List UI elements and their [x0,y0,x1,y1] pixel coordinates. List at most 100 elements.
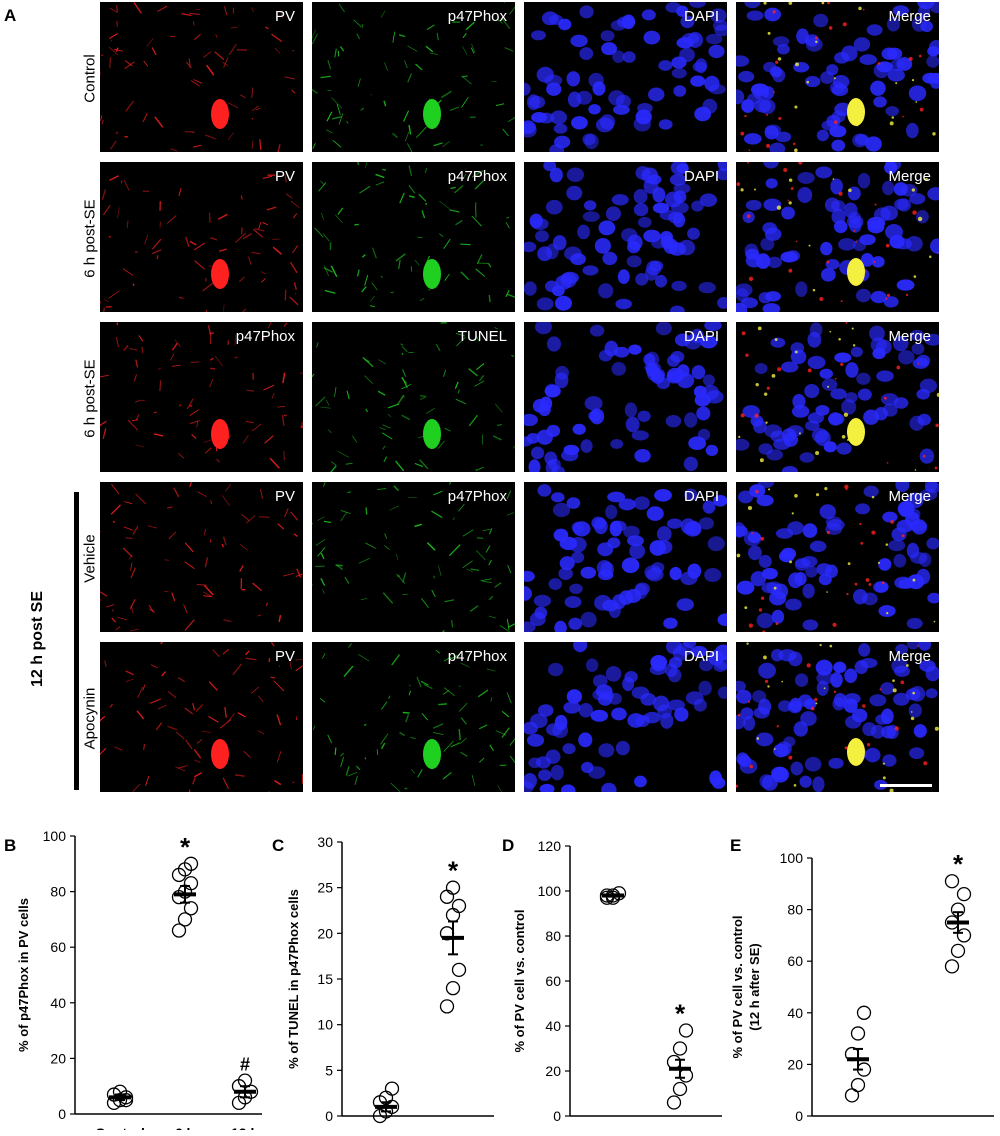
y-tick-label: 60 [545,973,561,989]
x-tick-label: Apocynin [926,1127,990,1130]
y-tick-label: 25 [317,880,333,896]
data-point [666,1095,682,1110]
group-bracket-bar [74,492,79,790]
tile-label: DAPI [683,8,719,25]
y-axis-label: % of TUNEL in p47Phox cells [286,889,301,1069]
y-tick-label: 10 [317,1017,333,1033]
chart-d: 0 20 40 60 80 100 120 % of PV cell vs. control 6… [512,838,722,1130]
row-label-6h-a: 6 h post-SE [81,199,99,278]
micrograph-tile: PV [100,162,303,312]
tile-label: p47Phox [235,328,295,345]
micrograph-tile: p47Phox [100,322,303,472]
data-point [956,928,972,943]
panel-letter-a: A [4,6,17,25]
data-point [944,959,960,974]
data-point [445,907,461,923]
y-tick-label: 120 [538,838,562,854]
row-label-vehicle: Vehicle [81,534,99,583]
row-label-apocynin: Apocynin [81,687,99,750]
micrograph-tile: PV [100,2,303,152]
data-point [171,923,187,938]
tile-label: PV [274,648,295,665]
y-tick-label: 0 [325,1108,333,1124]
x-tick-label: Control [95,1125,145,1130]
y-tick-label: 0 [58,1106,66,1122]
data-point [439,889,455,904]
y-tick-label: 100 [538,883,562,899]
panel-letter-c: C [272,836,285,855]
tile-label: p47Phox [447,488,507,505]
micrograph-tile: Merge [736,642,939,792]
y-tick-label: 0 [795,1108,803,1124]
y-tick-label: 60 [50,939,66,955]
significance-marker: # [240,1055,250,1075]
tile-label: PV [274,8,295,25]
tile-label: Merge [888,8,931,25]
micrograph-tile: PV [100,642,303,792]
x-tick-label: 6 h [603,1127,623,1130]
y-tick-label: 100 [780,850,804,866]
micrograph-tile: DAPI [524,2,727,152]
y-tick-label: 60 [787,953,803,969]
micrograph-tile: Merge [736,322,939,472]
micrograph-tile: p47Phox [312,2,515,152]
panel-letter-e: E [730,836,742,855]
y-axis-label: % of p47Phox in PV cells [16,898,31,1052]
y-tick-label: 80 [50,884,66,900]
data-point [672,1081,688,1097]
data-point [666,1054,682,1070]
data-point [183,901,199,916]
x-tick-label: 6 h [175,1125,195,1130]
y-tick-label: 20 [317,925,333,941]
micrograph-tile: TUNEL [312,322,515,472]
y-tick-label: 40 [50,995,66,1011]
micrograph-tile: DAPI [524,482,727,632]
significance-marker: * [448,856,459,886]
micrograph-tile: DAPI [524,162,727,312]
tile-label: p47Phox [447,8,507,25]
chart-c: 0 5 10 15 20 25 30 % of TUNEL in p47Phox cells C… [286,834,494,1130]
tile-label: DAPI [683,648,719,665]
data-point [183,876,199,891]
y-tick-label: 20 [545,1063,561,1079]
micrograph-tile: p47Phox [312,162,515,312]
tile-label: p47Phox [447,648,507,665]
row-label-control: Control [81,54,99,103]
significance-marker: * [675,999,686,1029]
micrograph-tile: p47Phox [312,482,515,632]
y-tick-label: 20 [787,1056,803,1072]
x-tick-label: 6 h [443,1127,463,1130]
tile-label: PV [274,488,295,505]
x-tick-label: Control [361,1127,411,1130]
data-point [956,886,972,902]
tile-label: p47Phox [447,168,507,185]
y-axis-label: % of PV cell vs. control [512,909,527,1052]
data-point [950,943,966,959]
data-point [183,856,199,871]
x-tick-label: 12 h [666,1127,694,1130]
group-label-12h: 12 h post SE [29,590,46,688]
data-point [672,1041,688,1056]
significance-marker: * [180,832,191,862]
micrograph-tile: DAPI [524,642,727,792]
data-point [445,980,461,996]
panel-letter-d: D [502,836,515,855]
data-point [605,890,621,905]
micrograph-tile: Merge [736,162,939,312]
data-point [445,880,461,895]
tile-label: DAPI [683,488,719,505]
data-point [451,962,467,978]
data-point [177,912,193,927]
tile-label: DAPI [683,168,719,185]
data-point [451,898,467,914]
y-tick-label: 5 [325,1062,333,1078]
x-tick-label: 12 h [231,1125,259,1130]
data-point [850,1026,866,1041]
scale-bar [880,784,932,787]
y-tick-label: 20 [50,1050,66,1066]
y-tick-label: 40 [545,1018,561,1034]
tile-label: Merge [888,648,931,665]
data-point [439,999,455,1014]
data-point [678,1023,694,1038]
tile-label: Merge [888,328,931,345]
